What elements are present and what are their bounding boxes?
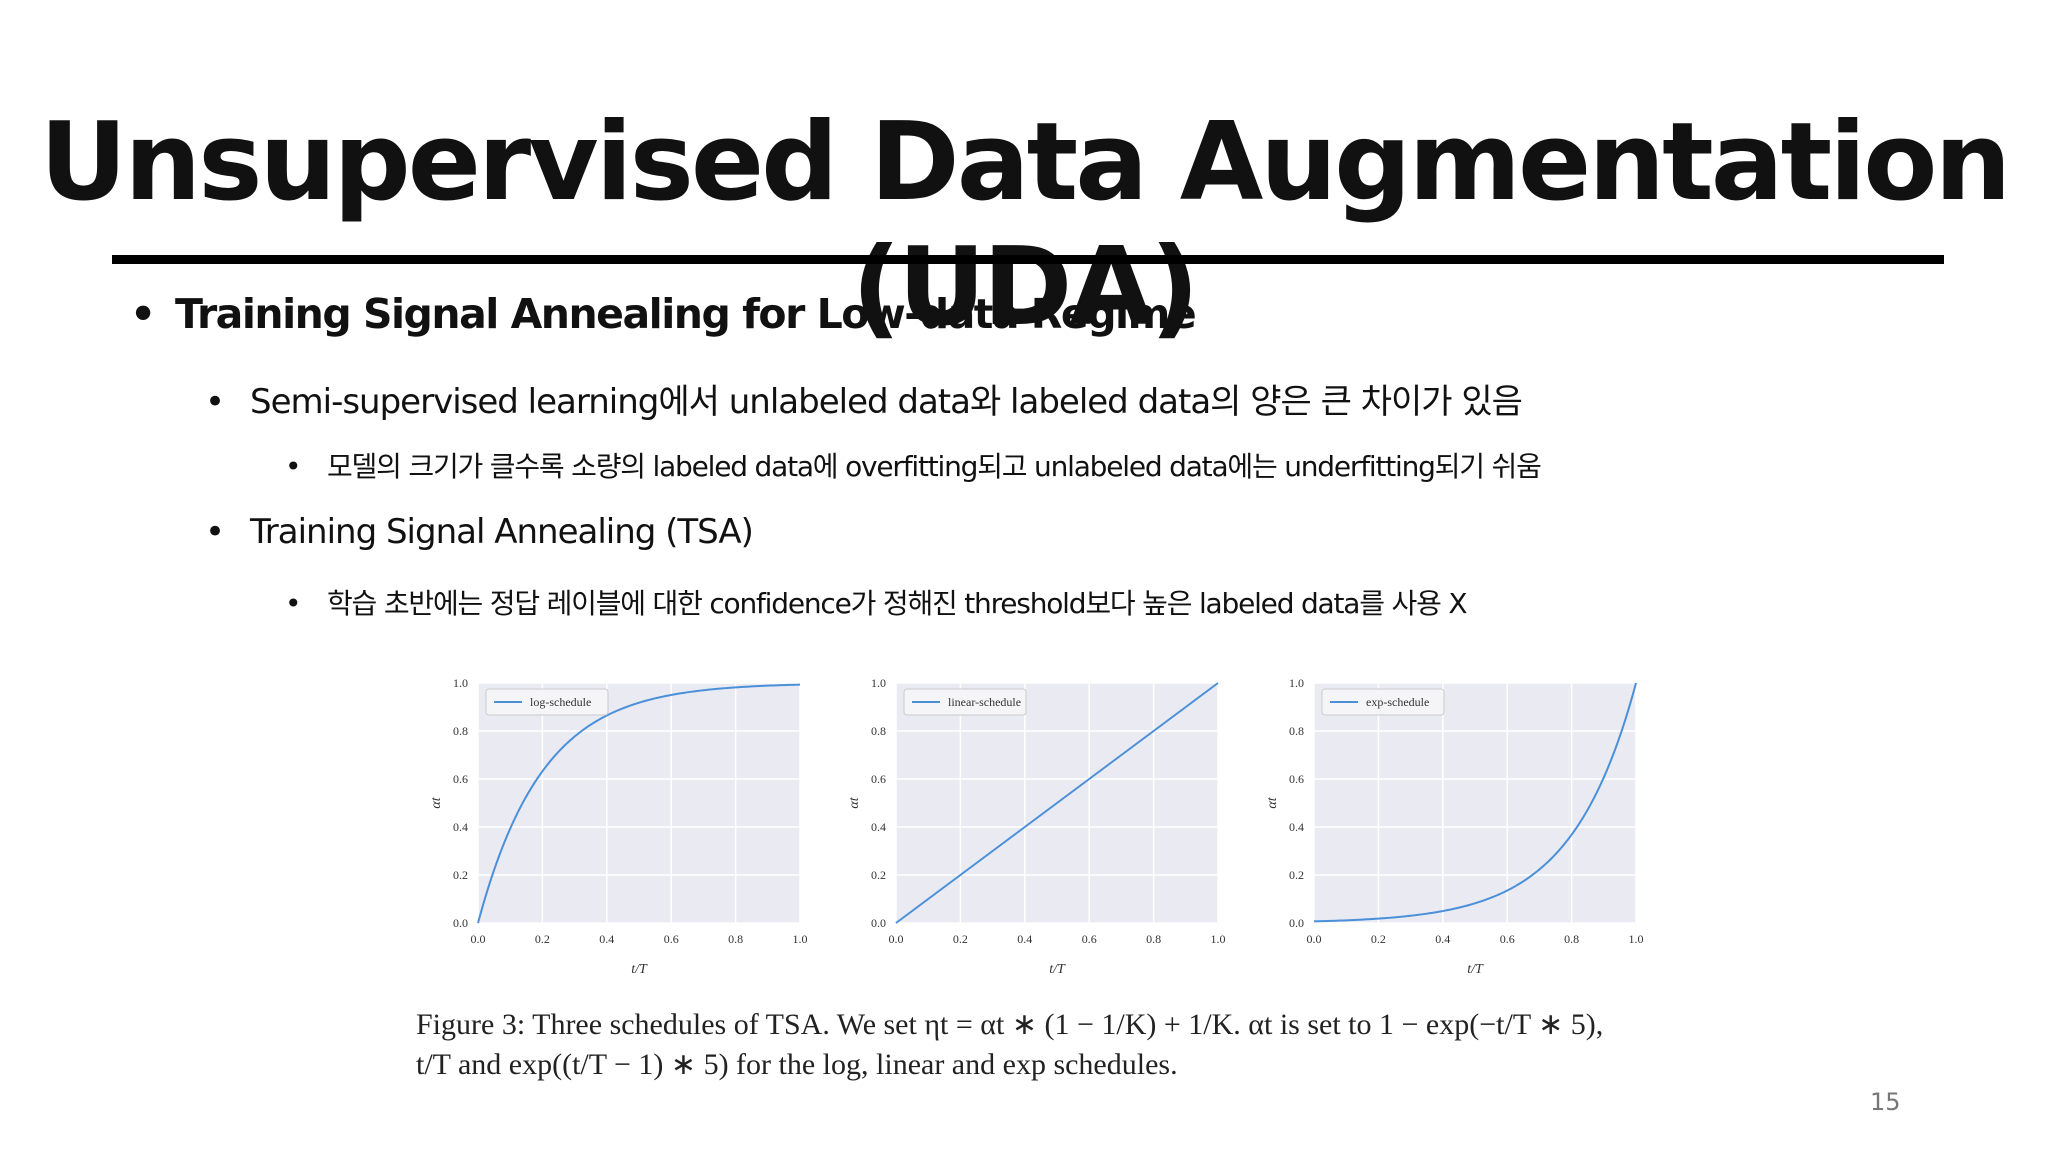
bullet-dot: • (130, 290, 156, 338)
bullet-dot: • (285, 450, 302, 483)
x-tick-label: 0.6 (664, 932, 679, 946)
page-number: 15 (1870, 1088, 1901, 1116)
bullet-text: 모델의 크기가 클수록 소량의 labeled data에 overfittin… (327, 450, 1542, 483)
chart-panel-3: 0.0 0.2 0.4 0.6 0.8 1.0 0.0 0.2 0.4 0.6 0.8 1.0 t/T α… (1265, 676, 1644, 977)
y-tick-label: 0.8 (1289, 724, 1304, 738)
y-tick-label: 0.6 (871, 772, 886, 786)
x-tick-label: 0.4 (1435, 932, 1450, 946)
legend-box (903, 688, 1027, 716)
x-tick-label: 0.4 (599, 932, 614, 946)
bullet-text: Training Signal Annealing for Low-data R… (175, 290, 1197, 338)
x-tick-label: 0.0 (889, 932, 904, 946)
plot-area (478, 683, 800, 923)
y-tick-label: 0.6 (453, 772, 468, 786)
title-divider (112, 255, 1944, 264)
legend-box (1321, 688, 1445, 716)
bullet-level2-semi-supervised: • Semi-supervised learning에서 unlabeled da… (205, 374, 1523, 423)
y-tick-label: 0.8 (871, 724, 886, 738)
x-tick-label: 1.0 (793, 932, 808, 946)
y-tick-label: 0.0 (1289, 916, 1304, 930)
y-tick-label: 0.2 (1289, 868, 1304, 882)
y-tick-label: 0.8 (453, 724, 468, 738)
y-tick-label: 0.0 (453, 916, 468, 930)
y-tick-label: 1.0 (453, 676, 468, 690)
series-line-exp-schedule (1313, 682, 1637, 923)
bullet-text: 학습 초반에는 정답 레이블에 대한 confidence가 정해진 thres… (327, 587, 1468, 620)
x-axis-label: t/T (1049, 962, 1066, 977)
x-tick-label: 0.8 (1564, 932, 1579, 946)
legend-label: linear-schedule (948, 695, 1021, 709)
x-tick-label: 0.0 (1307, 932, 1322, 946)
y-tick-label: 0.4 (1289, 820, 1304, 834)
legend-box (485, 688, 609, 716)
bullet-dot: • (205, 382, 225, 422)
y-tick-label: 1.0 (871, 676, 886, 690)
x-tick-label: 0.2 (1371, 932, 1386, 946)
bullet-dot: • (285, 587, 302, 620)
plot-area (1314, 683, 1636, 923)
chart-panel-2: 0.0 0.2 0.4 0.6 0.8 1.0 0.0 0.2 0.4 0.6 0.8 1.0 t/T α… (847, 676, 1226, 977)
bullet-dot: • (205, 512, 225, 552)
bullet-level3-threshold: • 학습 초반에는 정답 레이블에 대한 confidence가 정해진 thre… (285, 582, 1468, 622)
y-tick-label: 1.0 (1289, 676, 1304, 690)
series-line-log-schedule (477, 683, 801, 924)
y-tick-label: 0.2 (871, 868, 886, 882)
legend-label: exp-schedule (1366, 695, 1429, 709)
bullet-level1: • Training Signal Annealing for Low-data … (130, 290, 1197, 338)
chart-panel-1: 0.0 0.2 0.4 0.6 0.8 1.0 0.0 0.2 0.4 0.6 0.8 1.0 t/T α… (429, 676, 808, 977)
x-tick-label: 0.6 (1500, 932, 1515, 946)
x-tick-label: 0.4 (1017, 932, 1032, 946)
y-tick-label: 0.4 (871, 820, 886, 834)
series-line-linear-schedule (895, 682, 1219, 924)
x-tick-label: 0.8 (1146, 932, 1161, 946)
y-tick-label: 0.2 (453, 868, 468, 882)
x-axis-label: t/T (1467, 962, 1484, 977)
figure-caption: Figure 3: Three schedules of TSA. We set… (416, 1005, 1696, 1085)
bullet-text: Training Signal Annealing (TSA) (250, 512, 754, 552)
x-tick-label: 1.0 (1211, 932, 1226, 946)
caption-line-2: t/T and exp((t/T − 1) ∗ 5) for the log, … (416, 1048, 1178, 1081)
caption-line-1: Figure 3: Three schedules of TSA. We set… (416, 1008, 1604, 1041)
x-tick-label: 0.2 (535, 932, 550, 946)
legend-label: log-schedule (530, 695, 591, 709)
y-tick-label: 0.4 (453, 820, 468, 834)
x-axis-label: t/T (631, 962, 648, 977)
x-tick-label: 1.0 (1629, 932, 1644, 946)
y-tick-label: 0.6 (1289, 772, 1304, 786)
tsa-schedule-charts: 0.0 0.2 0.4 0.6 0.8 1.0 0.0 0.2 0.4 0.6 0.8 1.0 t/T α… (429, 676, 1644, 977)
y-axis-label: αt (847, 796, 862, 808)
bullet-level3-overfitting: • 모델의 크기가 클수록 소량의 labeled data에 overfitti… (285, 445, 1542, 485)
y-tick-label: 0.0 (871, 916, 886, 930)
x-tick-label: 0.2 (953, 932, 968, 946)
bullet-level2-tsa: • Training Signal Annealing (TSA) (205, 512, 754, 552)
x-tick-label: 0.8 (728, 932, 743, 946)
slide-title: Unsupervised Data Augmentation (UDA) (39, 100, 2012, 350)
x-tick-label: 0.0 (471, 932, 486, 946)
y-axis-label: αt (429, 796, 444, 808)
bullet-text: Semi-supervised learning에서 unlabeled dat… (250, 382, 1523, 422)
y-axis-label: αt (1265, 796, 1280, 808)
x-tick-label: 0.6 (1082, 932, 1097, 946)
